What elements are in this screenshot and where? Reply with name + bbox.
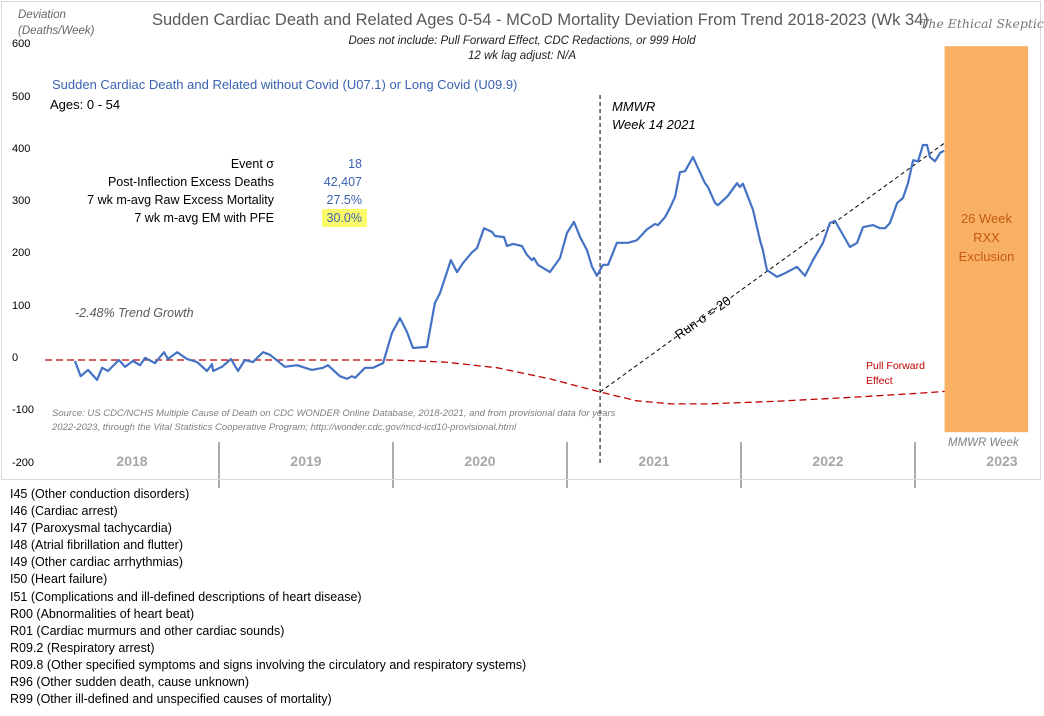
stat-label-event-sigma: Event σ	[230, 157, 274, 171]
brand-logo-text: The Ethical Skeptic	[920, 16, 1044, 31]
x-tick-label: 2019	[290, 453, 322, 469]
stat-value-excess-deaths: 42,407	[323, 175, 362, 189]
y-tick-label: 400	[12, 142, 31, 155]
x-tick-label: 2021	[638, 453, 670, 469]
chart-title: Sudden Cardiac Death and Related Ages 0-…	[152, 11, 929, 29]
stat-value-raw-em: 27.5%	[326, 193, 362, 207]
icd-code-item: I50 (Heart failure)	[10, 572, 108, 587]
x-tick-label: 2018	[116, 453, 148, 469]
icd-code-item: R09.8 (Other specified symptoms and sign…	[10, 657, 527, 672]
y-tick-label: 600	[12, 38, 31, 51]
trend-growth-label: -2.48% Trend Growth	[75, 306, 194, 320]
chart-canvas	[45, 46, 1029, 488]
stat-value-event-sigma: 18	[348, 157, 362, 171]
run-sigma-line	[599, 142, 945, 393]
icd-code-item: I48 (Atrial fibrillation and flutter)	[10, 538, 183, 553]
icd-code-item: I45 (Other conduction disorders)	[10, 487, 190, 501]
trend-line-pull-forward	[45, 359, 945, 405]
y-tick-label: 200	[12, 247, 31, 260]
y-tick-label: -200	[12, 456, 35, 469]
exclusion-label-3: Exclusion	[958, 249, 1015, 264]
y-axis-label-units: (Deaths/Week)	[18, 25, 95, 37]
chart-frame	[1, 1, 1041, 480]
icd-code-item: R96 (Other sudden death, cause unknown)	[10, 675, 250, 690]
pull-forward-label-2: Effect	[866, 375, 893, 387]
source-note-2: 2022-2023, through the Vital Statistics …	[52, 422, 517, 433]
stat-value-em-pfe: 30.0%	[321, 209, 367, 227]
icd-code-list: I45 (Other conduction disorders) I46 (Car…	[10, 486, 526, 708]
pull-forward-label: Pull Forward	[866, 360, 925, 372]
stat-label-excess-deaths: Post-Inflection Excess Deaths	[107, 175, 274, 189]
stat-label-em-pfe: 7 wk m-avg EM with PFE	[134, 211, 274, 225]
chart-subtitle: Does not include: Pull Forward Effect, C…	[348, 35, 696, 47]
icd-code-item: R09.2 (Respiratory arrest)	[10, 640, 155, 655]
y-tick-label: 500	[12, 90, 31, 103]
y-tick-label: 100	[12, 299, 31, 312]
y-tick-label: 300	[12, 195, 31, 208]
ages-label: Ages: 0 - 54	[50, 97, 121, 112]
series-line-deviation	[73, 143, 945, 381]
icd-code-item: R99 (Other ill-defined and unspecified c…	[10, 692, 332, 707]
y-tick-label: 0	[12, 352, 19, 364]
icd-code-item: R01 (Cardiac murmurs and other cardiac s…	[10, 623, 285, 638]
icd-code-item: I49 (Other cardiac arrhythmias)	[10, 555, 183, 570]
exclusion-band	[944, 46, 1029, 433]
x-tick-label: 2022	[812, 453, 844, 469]
x-tick-label: 2020	[464, 453, 496, 469]
mmwr-annotation-week: Week 14 2021	[612, 117, 696, 132]
y-axis-label: Deviation	[18, 9, 66, 21]
mmwr-annotation: MMWR	[612, 99, 656, 114]
icd-code-item: R00 (Abnormalities of heart beat)	[10, 606, 195, 621]
icd-code-item: I51 (Complications and ill-defined descr…	[10, 589, 362, 604]
x-axis-label: MMWR Week	[948, 437, 1019, 449]
series-title: Sudden Cardiac Death and Related without…	[52, 77, 518, 92]
x-tick-label: 2023	[986, 453, 1018, 469]
exclusion-label-2: RXX	[973, 230, 1000, 245]
icd-code-item: I47 (Paroxysmal tachycardia)	[10, 521, 172, 536]
exclusion-label: 26 Week RXX Exclusion	[945, 209, 1028, 266]
chart-subtitle-lag: 12 wk lag adjust: N/A	[467, 50, 577, 62]
exclusion-label-1: 26 Week	[960, 211, 1013, 226]
stat-label-raw-em: 7 wk m-avg Raw Excess Mortality	[87, 193, 274, 207]
source-note: Source: US CDC/NCHS Multiple Cause of De…	[52, 408, 616, 419]
icd-code-item: I46 (Cardiac arrest)	[10, 504, 118, 519]
y-tick-label: -100	[12, 404, 35, 417]
